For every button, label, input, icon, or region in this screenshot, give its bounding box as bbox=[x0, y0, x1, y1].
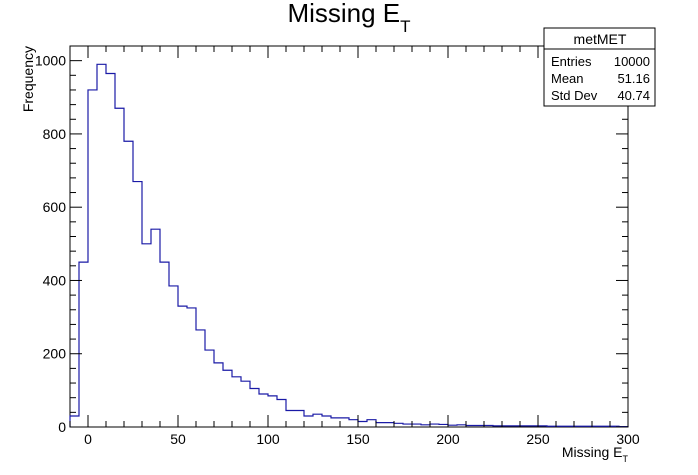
x-axis-label-subscript: T bbox=[623, 454, 629, 464]
y-axis-label: Frequency bbox=[20, 46, 36, 112]
x-axis-label: Missing ET bbox=[562, 444, 629, 464]
stats-box-title: metMET bbox=[574, 31, 627, 47]
chart-title: Missing ET bbox=[287, 0, 410, 36]
stats-box-frame bbox=[543, 27, 656, 107]
stats-entries-value: 10000 bbox=[614, 54, 650, 69]
chart-title-subscript: T bbox=[400, 17, 410, 36]
stats-stddev-label: Std Dev bbox=[551, 88, 598, 103]
x-tick-label: 0 bbox=[84, 431, 92, 447]
y-tick-label: 1000 bbox=[35, 53, 66, 69]
x-tick-label: 300 bbox=[616, 431, 640, 447]
x-tick-label: 100 bbox=[256, 431, 280, 447]
x-tick-label: 50 bbox=[170, 431, 186, 447]
y-tick-label: 0 bbox=[58, 419, 66, 435]
y-tick-label: 400 bbox=[43, 272, 67, 288]
x-axis-ticks: 0 50 100 150 200 250 300 bbox=[69, 46, 640, 447]
y-axis-ticks: 0 200 400 600 800 1000 bbox=[35, 45, 628, 435]
histogram-outline bbox=[69, 63, 629, 428]
x-tick-label: 250 bbox=[526, 431, 550, 447]
stats-entries-label: Entries bbox=[551, 54, 592, 69]
stats-mean-label: Mean bbox=[551, 71, 584, 86]
stats-box: metMET Entries 10000 Mean 51.16 Std Dev … bbox=[543, 27, 656, 107]
y-tick-label: 800 bbox=[43, 126, 67, 142]
x-tick-label: 150 bbox=[346, 431, 370, 447]
y-tick-label: 200 bbox=[43, 346, 67, 362]
y-tick-label: 600 bbox=[43, 199, 67, 215]
stats-stddev-value: 40.74 bbox=[617, 88, 650, 103]
stats-mean-value: 51.16 bbox=[617, 71, 650, 86]
x-tick-label: 200 bbox=[436, 431, 460, 447]
